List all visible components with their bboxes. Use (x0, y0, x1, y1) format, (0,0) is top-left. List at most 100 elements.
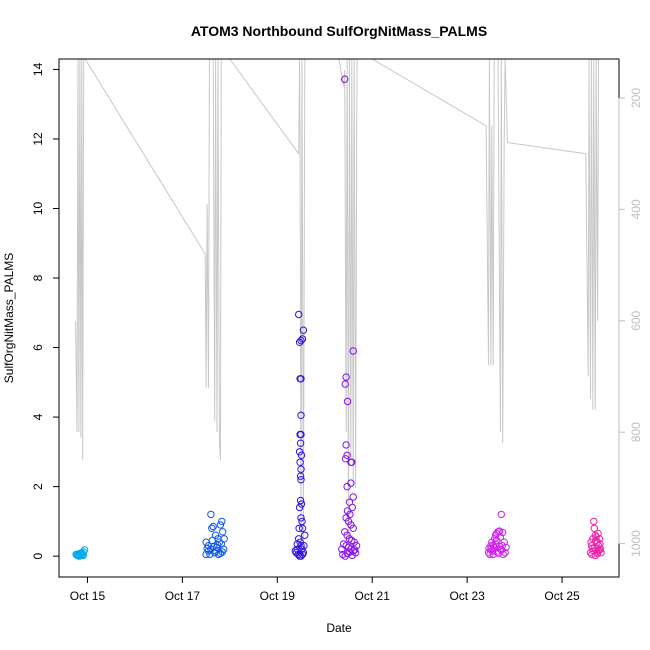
data-point (295, 524, 303, 532)
data-point (220, 535, 228, 543)
data-point (297, 375, 305, 383)
data-point (500, 538, 508, 546)
y-tick-label: 10 (31, 201, 45, 215)
data-point (291, 547, 299, 555)
data-point (590, 524, 598, 532)
data-point (343, 482, 351, 491)
data-point (502, 543, 510, 552)
data-point (216, 549, 225, 558)
data-point (348, 503, 356, 512)
data-point (489, 550, 497, 559)
data-point (296, 439, 305, 447)
data-point (75, 552, 84, 560)
data-point (297, 500, 306, 508)
data-point (349, 493, 357, 501)
y-tick-label: 4 (31, 413, 45, 420)
data-point (343, 397, 352, 406)
x-tick-label: Oct 25 (544, 589, 580, 603)
data-point (298, 524, 307, 532)
y-tick-label: 12 (31, 132, 45, 146)
data-point (492, 536, 501, 545)
data-point (297, 336, 305, 345)
right-tick-label: 800 (629, 422, 643, 442)
data-point (594, 529, 602, 538)
data-point (343, 451, 351, 459)
x-tick-label: Oct 17 (165, 589, 201, 603)
data-point (210, 542, 218, 551)
data-point (301, 531, 309, 539)
x-tick-label: Oct 23 (449, 589, 485, 603)
plot-border (58, 58, 620, 578)
plot-area: Oct 15 Oct 17 Oct 19 Oct 21 Oct 23 Oct 25 0 2 4 6… (31, 58, 643, 603)
right-tick-label: 200 (629, 88, 643, 108)
data-point (209, 522, 217, 531)
right-tick-label: 400 (629, 199, 643, 219)
data-point (295, 503, 304, 512)
data-point (300, 542, 308, 550)
data-point (296, 472, 305, 480)
data-point (206, 550, 214, 559)
x-tick-label: Oct 21 (355, 589, 391, 603)
data-point (342, 441, 350, 449)
data-point (597, 549, 605, 557)
data-point (293, 545, 301, 553)
y-tick-label: 2 (31, 483, 45, 490)
data-point (351, 546, 359, 554)
data-point (295, 535, 303, 543)
x-tick-label: Oct 19 (260, 589, 296, 603)
data-point (297, 411, 305, 419)
data-point (349, 524, 357, 532)
data-point (595, 535, 604, 543)
data-point (299, 326, 308, 334)
data-point (491, 540, 500, 548)
data-point (296, 496, 305, 505)
data-point (349, 347, 357, 355)
data-point (297, 514, 305, 522)
data-point (498, 542, 506, 550)
data-point (298, 550, 307, 559)
data-point (207, 510, 215, 519)
data-point (219, 528, 227, 536)
data-point (298, 335, 307, 343)
data-point (297, 476, 305, 484)
y-tick-label: 14 (31, 62, 45, 76)
data-point (594, 542, 603, 550)
data-point (341, 455, 350, 463)
data-point (348, 458, 356, 466)
data-point (298, 545, 306, 553)
data-point (297, 451, 306, 459)
data-point (296, 458, 304, 466)
data-point (347, 479, 355, 487)
x-axis-label: Date (326, 621, 352, 635)
data-point (297, 465, 305, 473)
x-tick-label: Oct 15 (70, 589, 106, 603)
right-tick-label: 1000 (629, 530, 643, 557)
data-point (218, 548, 227, 556)
data-point (297, 552, 305, 560)
data-point (497, 510, 505, 519)
y-tick-label: 6 (31, 344, 45, 351)
data-point (203, 544, 211, 553)
data-point (341, 380, 349, 388)
chart-title: ATOM3 Northbound SulfOrgNitMass_PALMS (191, 23, 487, 39)
data-point (78, 550, 86, 558)
data-point (342, 373, 350, 381)
altitude-line (75, 59, 600, 544)
data-point (590, 517, 598, 526)
y-axis-label: SulfOrgNitMass_PALMS (2, 253, 16, 383)
data-point (297, 430, 305, 439)
data-point (295, 310, 303, 319)
data-point (485, 544, 493, 553)
data-point (352, 542, 361, 550)
data-point (338, 545, 346, 553)
data-point (213, 541, 222, 549)
data-point (208, 524, 216, 532)
data-point (341, 75, 349, 83)
data-point (79, 551, 87, 560)
data-point (77, 551, 85, 559)
data-point (499, 528, 507, 537)
data-point (298, 517, 306, 526)
data-point (295, 448, 304, 456)
data-point (293, 540, 301, 548)
